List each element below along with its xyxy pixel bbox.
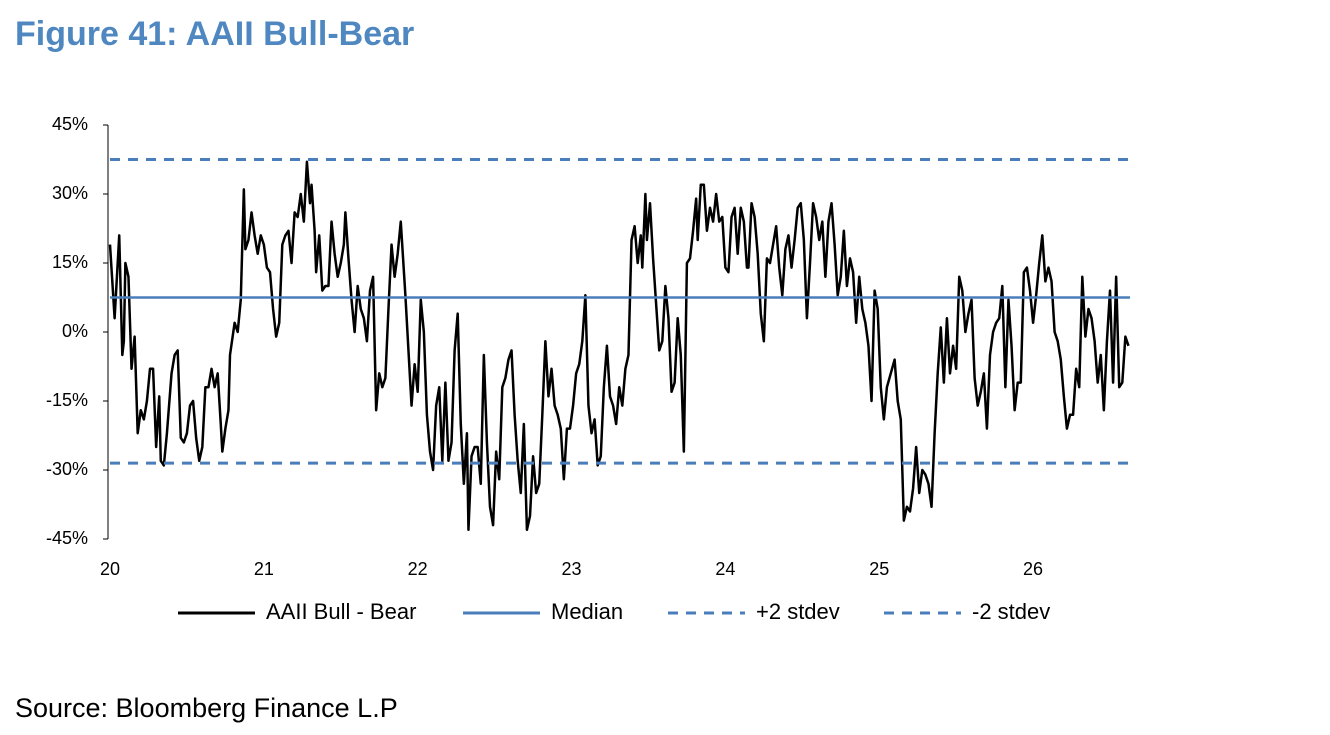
x-tick-label: 26 xyxy=(1023,559,1043,579)
x-tick-label: 23 xyxy=(562,559,582,579)
legend-label: -2 stdev xyxy=(972,599,1050,624)
source-note: Source: Bloomberg Finance L.P xyxy=(15,693,398,723)
legend-label: AAII Bull - Bear xyxy=(266,599,416,624)
y-tick-label: -15% xyxy=(46,390,88,410)
y-tick-label: 45% xyxy=(52,114,88,134)
series-line xyxy=(108,160,1130,532)
x-tick-label: 20 xyxy=(100,559,120,579)
y-tick-label: 0% xyxy=(62,321,88,341)
chart-title: Figure 41: AAII Bull-Bear xyxy=(15,15,414,53)
y-tick-label: 30% xyxy=(52,183,88,203)
y-tick-label: 15% xyxy=(52,252,88,272)
legend-label: +2 stdev xyxy=(756,599,840,624)
x-tick-label: 25 xyxy=(869,559,889,579)
x-tick-label: 21 xyxy=(254,559,274,579)
x-tick-label: 22 xyxy=(408,559,428,579)
y-tick-label: -45% xyxy=(46,528,88,548)
legend-label: Median xyxy=(551,599,623,624)
x-tick-label: 24 xyxy=(715,559,735,579)
y-tick-label: -30% xyxy=(46,459,88,479)
